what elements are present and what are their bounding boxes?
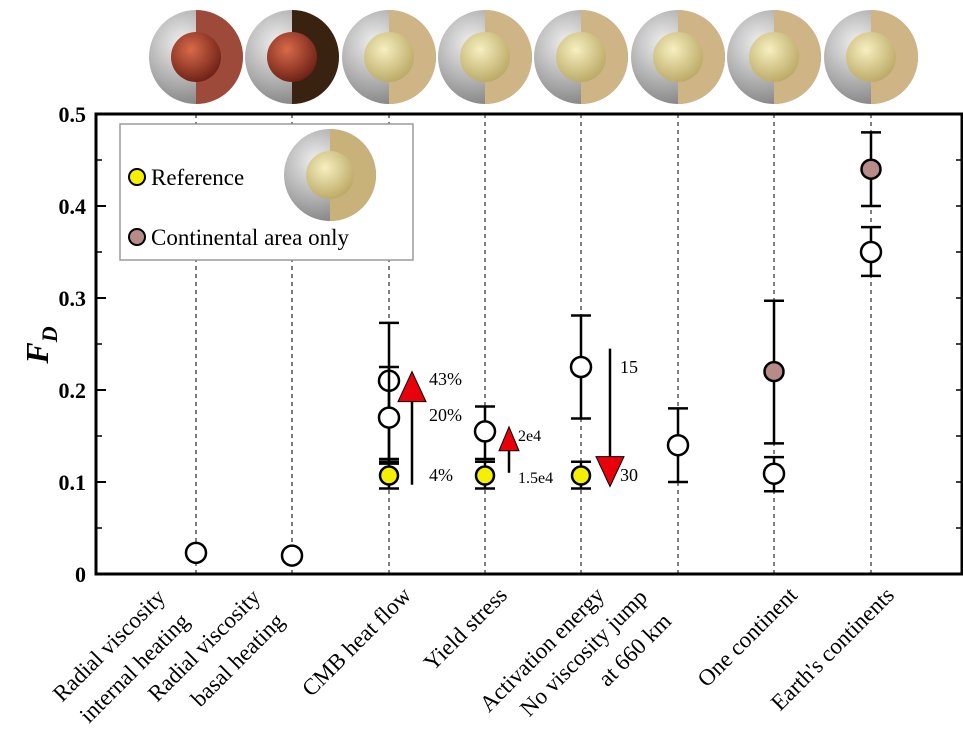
data-points bbox=[184, 131, 883, 567]
y-axis: 0 0.1 0.2 0.3 0.4 0.5 bbox=[59, 102, 106, 587]
arrow-head bbox=[397, 370, 427, 403]
annotation-4: 1.5e4 bbox=[518, 470, 553, 487]
data-point-continental bbox=[860, 131, 882, 208]
thumbnail-3 bbox=[438, 10, 532, 104]
marker bbox=[666, 433, 690, 457]
thumbnail-core bbox=[846, 32, 896, 82]
thumbnail-1 bbox=[245, 10, 339, 104]
trend-arrows bbox=[397, 348, 625, 488]
arrow-1 bbox=[498, 425, 520, 473]
marker bbox=[860, 158, 882, 180]
data-point-open bbox=[280, 544, 304, 567]
thumbnail-4 bbox=[534, 10, 628, 104]
annotation-1: 20% bbox=[429, 405, 462, 425]
arrow-2 bbox=[595, 348, 625, 488]
annotation-5: 15 bbox=[620, 357, 638, 377]
legend-marker-reference bbox=[128, 168, 146, 186]
thumbnail-core bbox=[556, 32, 606, 82]
thumbnail-core bbox=[460, 32, 510, 82]
x-label-3: Yield stress bbox=[419, 582, 512, 675]
annotation-3: 2e4 bbox=[518, 428, 541, 445]
thumbnail-core bbox=[364, 32, 414, 82]
annotations: 43% 20% 4% 2e4 1.5e4 15 30 bbox=[429, 357, 638, 487]
annotation-0: 43% bbox=[429, 369, 462, 389]
thumbnail-6 bbox=[727, 10, 821, 104]
thumbnail-core bbox=[171, 32, 221, 82]
annotation-6: 30 bbox=[620, 465, 638, 485]
x-label-line: One continent bbox=[693, 582, 803, 692]
y-tick-label: 0 bbox=[75, 562, 86, 587]
legend-label-reference: Reference bbox=[151, 165, 244, 190]
data-point-open bbox=[473, 405, 497, 461]
legend-label-continental: Continental area only bbox=[151, 225, 349, 250]
thumbnail-core bbox=[749, 32, 799, 82]
marker bbox=[184, 541, 208, 565]
y-tick-label: 0.2 bbox=[59, 378, 87, 403]
legend-marker-continental bbox=[128, 228, 146, 246]
right-axis-ticks bbox=[956, 113, 962, 529]
data-point-open bbox=[762, 455, 786, 493]
legend-thumbnail bbox=[284, 129, 376, 221]
marker bbox=[280, 544, 304, 567]
y-tick-label: 0.1 bbox=[59, 470, 87, 495]
data-point-continental bbox=[763, 299, 785, 445]
marker bbox=[474, 465, 496, 486]
data-point-reference bbox=[474, 460, 496, 490]
marker bbox=[378, 465, 400, 486]
y-axis-title: FD bbox=[19, 326, 62, 364]
marker bbox=[570, 465, 592, 486]
marker bbox=[569, 355, 593, 379]
data-point-reference bbox=[378, 460, 400, 490]
x-label-2: CMB heat flow bbox=[297, 582, 416, 701]
x-label-line: Yield stress bbox=[419, 582, 512, 675]
y-tick-label: 0.3 bbox=[59, 286, 87, 311]
y-tick-label: 0.5 bbox=[59, 102, 87, 127]
thumbnail-2 bbox=[342, 10, 436, 104]
annotation-2: 4% bbox=[429, 465, 453, 485]
x-label-line: CMB heat flow bbox=[297, 582, 416, 701]
arrow-head bbox=[498, 425, 520, 452]
data-point-open bbox=[666, 407, 690, 484]
arrow-head bbox=[595, 456, 625, 488]
arrow-0 bbox=[397, 370, 427, 485]
thumbnail-7 bbox=[824, 10, 918, 104]
data-point-reference bbox=[570, 460, 592, 490]
y-tick-label: 0.4 bbox=[59, 194, 87, 219]
marker bbox=[762, 462, 786, 485]
mantle-thumbnails bbox=[149, 10, 918, 104]
marker bbox=[859, 240, 883, 264]
thumbnail-0 bbox=[149, 10, 243, 104]
marker bbox=[377, 406, 401, 429]
marker bbox=[473, 420, 497, 443]
marker bbox=[763, 360, 785, 383]
data-point-open bbox=[859, 225, 883, 278]
data-point-open bbox=[377, 365, 401, 465]
x-label-6: One continent bbox=[693, 582, 803, 692]
thumbnail-core bbox=[653, 32, 703, 82]
thumbnail-core bbox=[267, 32, 317, 82]
thumbnail-5 bbox=[631, 10, 725, 104]
data-point-open bbox=[184, 541, 208, 565]
data-point-open bbox=[569, 314, 593, 420]
legend: Reference Continental area only bbox=[119, 123, 414, 261]
